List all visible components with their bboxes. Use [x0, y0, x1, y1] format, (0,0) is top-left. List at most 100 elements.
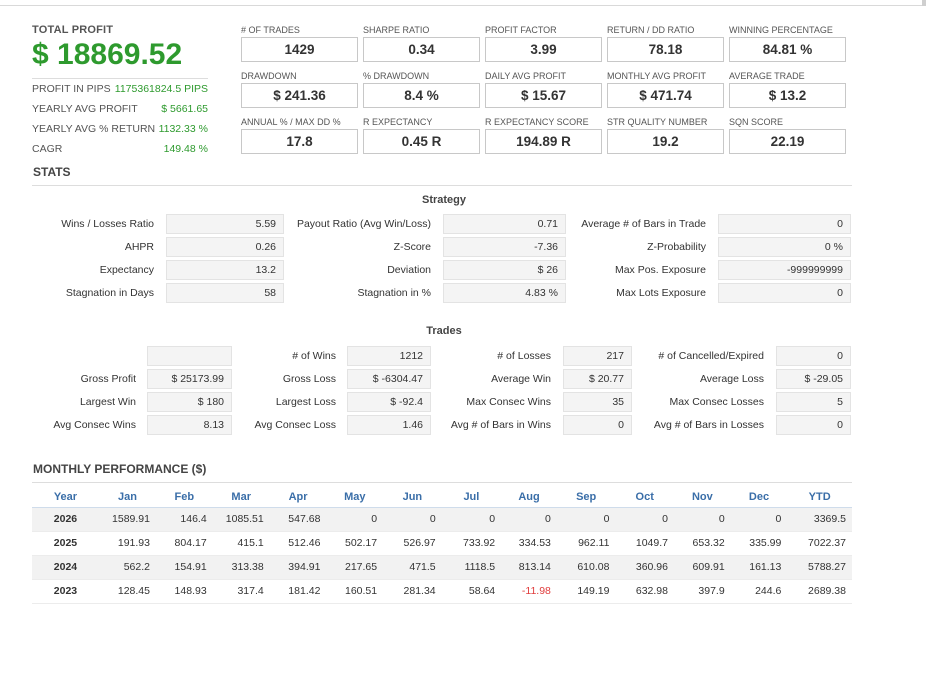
metric-str-quality: STR QUALITY NUMBER 19.2	[607, 116, 724, 154]
stat-value: 0 %	[718, 237, 851, 257]
trade-value: $ -29.05	[776, 369, 851, 389]
ytd-cell: 3369.5	[787, 507, 852, 532]
column-header-month[interactable]: Mar	[212, 487, 270, 508]
metric-value: 1429	[241, 37, 358, 62]
metric-average-trade: AVERAGE TRADE $ 13.2	[729, 70, 846, 108]
stat-label: Stagnation in %	[357, 287, 431, 299]
metric-label: RETURN / DD RATIO	[607, 25, 695, 35]
profit-summary: TOTAL PROFIT $ 18869.52 PROFIT IN PIPS 1…	[32, 24, 208, 159]
month-cell: 146.4	[155, 507, 213, 532]
summary-value: 1132.33 %	[158, 123, 208, 135]
trade-label: # of Wins	[292, 350, 336, 362]
metric-label: ANNUAL % / MAX DD %	[241, 117, 341, 127]
column-header-month[interactable]: Nov	[673, 487, 731, 508]
column-header-month[interactable]: Jan	[98, 487, 156, 508]
table-row: 2023 128.45 148.93 317.4 181.42 160.51 2…	[32, 579, 852, 604]
summary-value: 1175361824.5 PIPS	[114, 83, 208, 95]
month-cell: 1589.91	[98, 507, 156, 532]
trade-label: # of Losses	[497, 350, 551, 362]
month-cell: 154.91	[155, 555, 213, 580]
metric-label: MONTHLY AVG PROFIT	[607, 71, 707, 81]
month-cell: 148.93	[155, 579, 213, 604]
column-header-ytd[interactable]: YTD	[787, 487, 852, 508]
month-cell: 562.2	[98, 555, 156, 580]
column-header-month[interactable]: Apr	[269, 487, 327, 508]
column-header-month[interactable]: Jul	[441, 487, 502, 508]
month-cell: 0	[673, 507, 731, 532]
summary-label: YEARLY AVG % RETURN	[32, 123, 156, 135]
column-header-month[interactable]: Feb	[155, 487, 213, 508]
metric-sqn-score: SQN SCORE 22.19	[729, 116, 846, 154]
metric-value: 0.34	[363, 37, 480, 62]
stat-label: Z-Probability	[647, 241, 706, 253]
month-cell: 191.93	[98, 531, 156, 556]
column-header-month[interactable]: May	[326, 487, 384, 508]
metric-pct-drawdown: % DRAWDOWN 8.4 %	[363, 70, 480, 108]
month-cell: 653.32	[673, 531, 731, 556]
metric-value: $ 15.67	[485, 83, 602, 108]
month-cell: 58.64	[441, 579, 502, 604]
summary-divider	[32, 78, 208, 79]
strategy-heading: Strategy	[421, 194, 467, 206]
column-header-year[interactable]: Year	[32, 487, 99, 508]
metric-label: DAILY AVG PROFIT	[485, 71, 567, 81]
metric-value: 0.45 R	[363, 129, 480, 154]
trade-label: Avg Consec Wins	[53, 419, 136, 431]
month-cell: 0	[556, 507, 616, 532]
metric-label: % DRAWDOWN	[363, 71, 430, 81]
monthly-divider	[32, 482, 852, 483]
metric-daily-avg: DAILY AVG PROFIT $ 15.67	[485, 70, 602, 108]
month-cell: 526.97	[383, 531, 442, 556]
window-top-border	[0, 0, 926, 6]
column-header-month[interactable]: Jun	[383, 487, 442, 508]
metric-label: STR QUALITY NUMBER	[607, 117, 708, 127]
month-cell: 217.65	[326, 555, 384, 580]
metric-value: 84.81 %	[729, 37, 846, 62]
column-header-month[interactable]: Sep	[556, 487, 616, 508]
trade-label: Average Loss	[699, 373, 764, 385]
column-header-month[interactable]: Aug	[501, 487, 557, 508]
metric-value: 78.18	[607, 37, 724, 62]
trade-value: 0	[776, 415, 851, 435]
table-row: 2024 562.2 154.91 313.38 394.91 217.65 4…	[32, 555, 852, 580]
metric-winning-pct: WINNING PERCENTAGE 84.81 %	[729, 24, 846, 62]
metric-r-expectancy-score: R EXPECTANCY SCORE 194.89 R	[485, 116, 602, 154]
month-cell: 733.92	[441, 531, 502, 556]
metric-value: 22.19	[729, 129, 846, 154]
month-cell: 512.46	[269, 531, 327, 556]
summary-row-yearly-avg-return: YEARLY AVG % RETURN 1132.33 %	[32, 119, 208, 139]
summary-value: 149.48 %	[163, 143, 208, 155]
monthly-performance-title: MONTHLY PERFORMANCE ($)	[33, 462, 207, 476]
month-cell: 1085.51	[212, 507, 270, 532]
month-cell: 0	[441, 507, 502, 532]
trade-label: Max Consec Wins	[466, 396, 551, 408]
metric-return-dd: RETURN / DD RATIO 78.18	[607, 24, 724, 62]
stat-value: 0	[718, 214, 851, 234]
column-header-month[interactable]: Oct	[615, 487, 674, 508]
year-cell: 2026	[32, 507, 99, 532]
year-cell: 2024	[32, 555, 99, 580]
trade-label: Gross Profit	[80, 373, 136, 385]
summary-label: YEARLY AVG PROFIT	[32, 103, 138, 115]
table-header-row: Year Jan Feb Mar Apr May Jun Jul Aug Sep…	[32, 487, 852, 508]
monthly-performance-table: Year Jan Feb Mar Apr May Jun Jul Aug Sep…	[32, 487, 852, 604]
summary-label: PROFIT IN PIPS	[32, 83, 111, 95]
summary-row-pips: PROFIT IN PIPS 1175361824.5 PIPS	[32, 79, 208, 99]
metric-trades: # OF TRADES 1429	[241, 24, 358, 62]
month-cell: 610.08	[556, 555, 616, 580]
trade-value: $ 180	[147, 392, 232, 412]
month-cell: 160.51	[326, 579, 384, 604]
trade-value: $ -92.4	[347, 392, 431, 412]
stat-label: Wins / Losses Ratio	[61, 218, 154, 230]
month-cell: 813.14	[501, 555, 557, 580]
month-cell: 0	[730, 507, 788, 532]
month-cell-negative: -11.98	[501, 579, 557, 604]
trade-label: Largest Loss	[275, 396, 336, 408]
metric-value: 17.8	[241, 129, 358, 154]
ytd-cell: 2689.38	[787, 579, 852, 604]
stat-value: 0.71	[443, 214, 566, 234]
column-header-month[interactable]: Dec	[730, 487, 788, 508]
metric-label: DRAWDOWN	[241, 71, 297, 81]
stat-label: AHPR	[124, 241, 154, 253]
month-cell: 0	[383, 507, 442, 532]
